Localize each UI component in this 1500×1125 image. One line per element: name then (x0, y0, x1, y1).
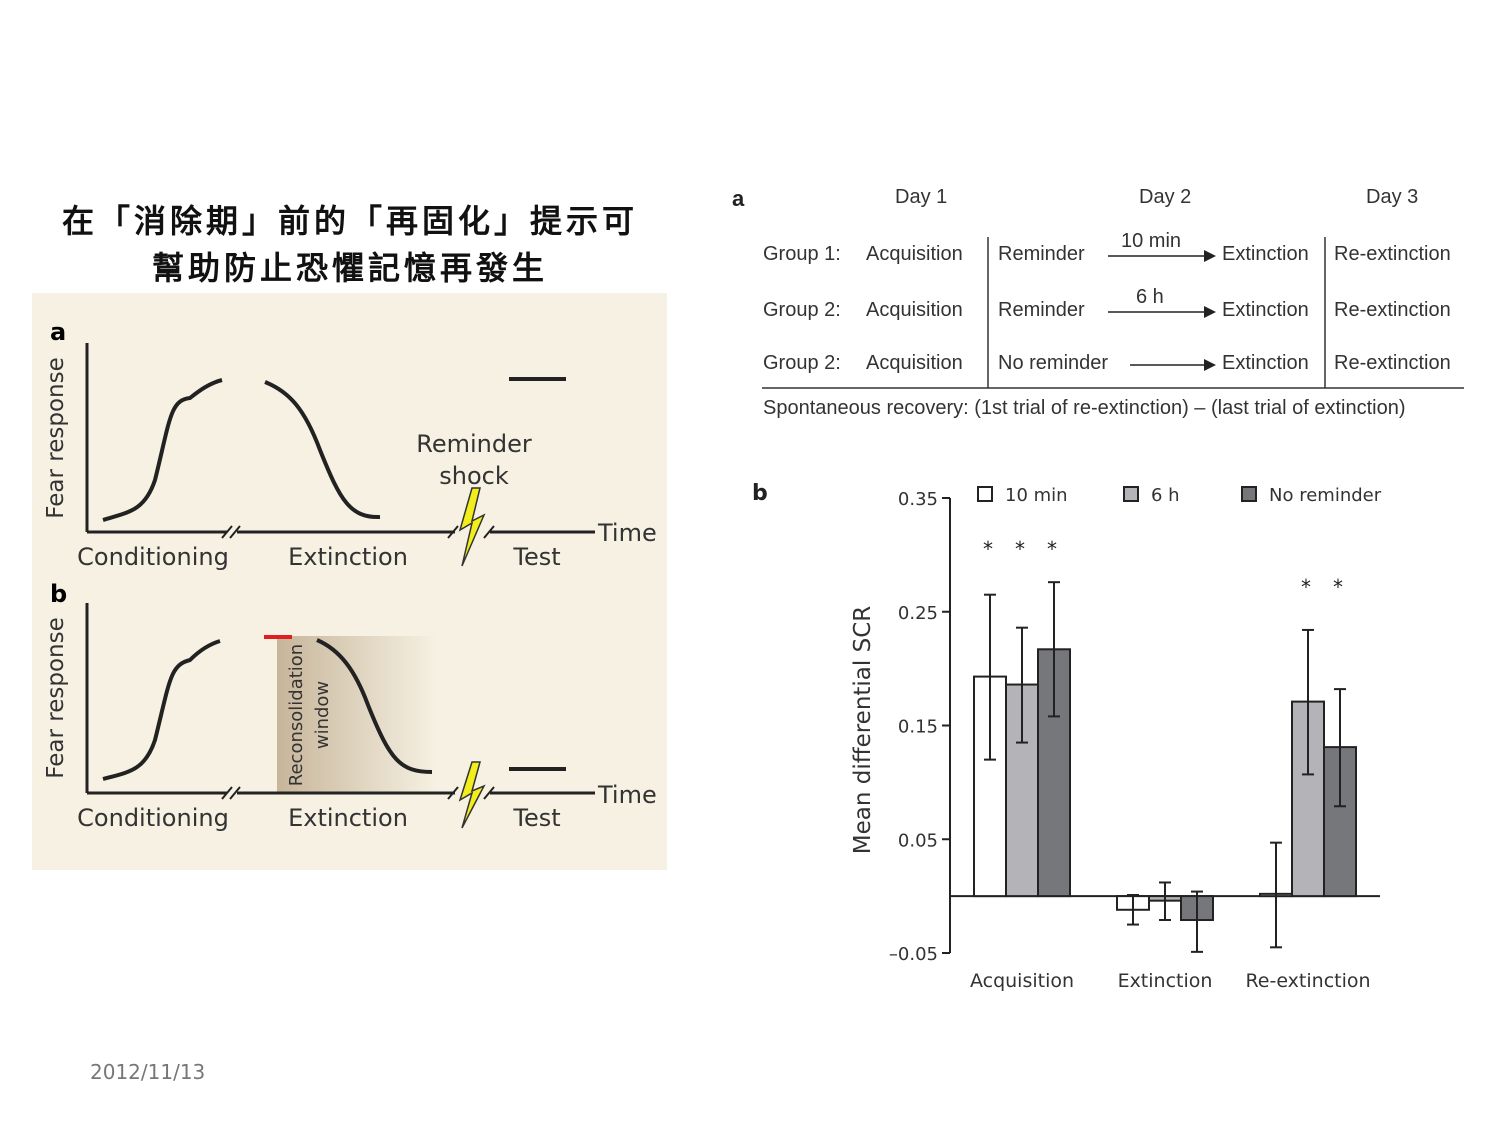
phase-label: Conditioning (77, 543, 229, 571)
table-cell-day2b: Extinction (1222, 243, 1309, 265)
table-cell-day2: Reminder (998, 299, 1085, 321)
axis-break-marks (221, 786, 495, 800)
y-tick-label: –0.05 (889, 944, 938, 965)
panel-b-letter: b (50, 580, 67, 608)
slide-title-line2: 幫助防止恐懼記憶再發生 (151, 249, 548, 287)
table-cell-group: Group 1: (763, 243, 841, 265)
conditioning-curve (102, 639, 221, 781)
significance-marker: * (1015, 537, 1025, 561)
legend-swatch (977, 486, 993, 502)
table-panel-letter: a (732, 186, 745, 211)
panel-a-ylabel: Fear response (43, 357, 69, 518)
reminder-shock-label: Reminder (416, 430, 532, 458)
day-header: Day 3 (1366, 186, 1419, 208)
y-tick-label: 0.35 (898, 489, 938, 510)
day-header: Day 1 (895, 186, 948, 208)
extinction-curve (316, 638, 433, 774)
panel-a-letter: a (50, 318, 66, 346)
panel-b-ylabel: Fear response (43, 617, 69, 778)
table-cell-day2b: Extinction (1222, 352, 1309, 374)
phase-label: Extinction (288, 543, 408, 571)
legend-swatch (1241, 486, 1257, 502)
phase-label: Test (512, 804, 560, 832)
table-cell-day3: Re-extinction (1334, 299, 1451, 321)
legend-label: 6 h (1151, 485, 1180, 506)
interval-label: 10 min (1121, 230, 1182, 252)
arrow-head-icon (1204, 359, 1216, 371)
slide-title-line1: 在「消除期」前的「再固化」提示可 (61, 202, 638, 240)
table-cell-day3: Re-extinction (1334, 352, 1451, 374)
lightning-bolt-icon (458, 487, 486, 567)
chart-panel-letter: b (752, 481, 768, 506)
slide-date: 2012/11/13 (90, 1060, 206, 1084)
legend-swatch (1123, 486, 1139, 502)
y-tick-label: 0.25 (898, 603, 938, 624)
arrow-head-icon (1204, 306, 1216, 318)
table-cell-day1: Acquisition (866, 352, 963, 374)
panel-a-xlabel: Time (597, 519, 657, 547)
legend-label: 10 min (1005, 485, 1068, 506)
panel-b-xlabel: Time (597, 781, 657, 809)
category-label: Extinction (1118, 970, 1213, 992)
significance-marker: * (983, 537, 993, 561)
significance-marker: * (1301, 575, 1311, 599)
phase-label: Conditioning (77, 804, 229, 832)
table-cell-group: Group 2: (763, 299, 841, 321)
arrow-head-icon (1204, 250, 1216, 262)
y-tick-label: 0.05 (898, 830, 938, 851)
extinction-curve (264, 380, 381, 520)
legend-label: No reminder (1269, 485, 1382, 506)
window-label: Reconsolidation (286, 644, 307, 786)
phase-label: Test (512, 543, 560, 571)
category-label: Re-extinction (1245, 970, 1370, 992)
window-label: window (312, 681, 333, 749)
day-header: Day 2 (1139, 186, 1192, 208)
interval-label: 6 h (1136, 286, 1164, 308)
fear-response-diagram: a Fear response Time Conditioning Extinc… (32, 293, 667, 870)
lightning-bolt-icon (458, 761, 486, 829)
y-tick-label: 0.15 (898, 717, 938, 738)
table-cell-group: Group 2: (763, 352, 841, 374)
table-cell-day2b: Extinction (1222, 299, 1309, 321)
category-label: Acquisition (970, 970, 1074, 992)
scr-bar-chart: b Mean differential SCR 0.35 0.25 0.15 0.05… (752, 481, 1382, 992)
significance-marker: * (1047, 537, 1057, 561)
reminder-shock-label: shock (439, 462, 509, 490)
table-cell-day1: Acquisition (866, 299, 963, 321)
conditioning-curve (102, 378, 223, 522)
phase-label: Extinction (288, 804, 408, 832)
significance-marker: * (1333, 575, 1343, 599)
table-cell-day2: Reminder (998, 243, 1085, 265)
axis-break-marks (221, 525, 495, 539)
table-cell-day3: Re-extinction (1334, 243, 1451, 265)
table-footer: Spontaneous recovery: (1st trial of re-e… (763, 397, 1406, 419)
table-cell-day1: Acquisition (866, 243, 963, 265)
y-axis-label: Mean differential SCR (850, 606, 876, 855)
table-cell-day2: No reminder (998, 352, 1109, 374)
